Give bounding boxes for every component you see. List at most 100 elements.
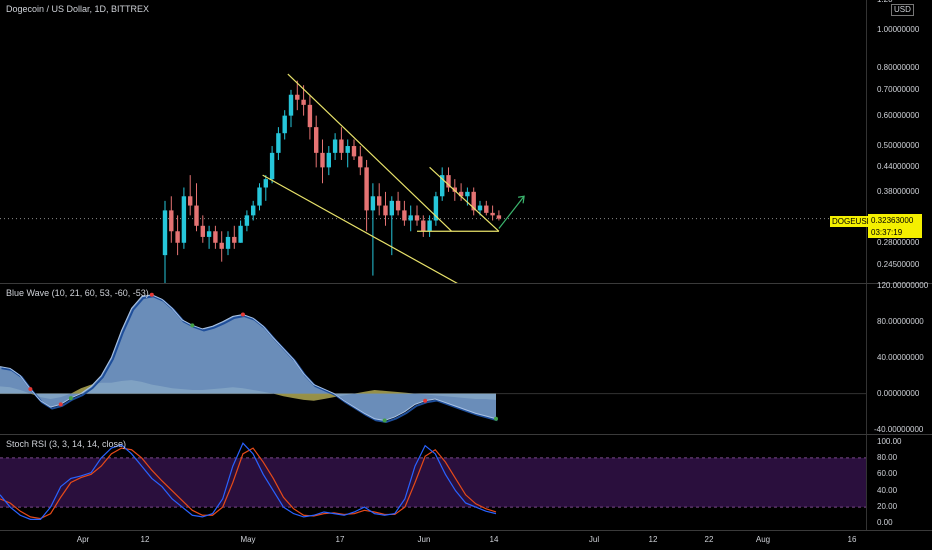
candle-body — [358, 156, 363, 168]
candle-body — [295, 94, 300, 100]
candle-body — [225, 236, 231, 249]
candle-body — [162, 210, 168, 256]
price-axis-label: 0.24500000 — [877, 260, 920, 270]
candle-body — [251, 205, 256, 216]
stoch-rsi-pane[interactable]: Stoch RSI (3, 3, 14, 14, close) — [0, 435, 866, 530]
time-axis-label: 12 — [648, 535, 658, 544]
time-axis-label: Aug — [755, 535, 771, 544]
blue-wave-axis-label: 0.00000000 — [877, 388, 920, 398]
candle-body — [288, 94, 294, 116]
stoch-rsi-axis-label: 100.00 — [877, 436, 902, 446]
time-axis-label: 22 — [704, 535, 714, 544]
signal-dot — [423, 398, 428, 403]
stoch-rsi-axis-label: 40.00 — [877, 485, 898, 495]
candle-body — [169, 210, 174, 232]
candle-countdown: 03:37:19 — [868, 227, 922, 238]
wave-signal-line — [1, 295, 498, 424]
blue-wave-axis-label: 40.00000000 — [877, 352, 924, 362]
candle-body — [433, 196, 439, 221]
trend-line — [429, 166, 500, 232]
candle-body — [339, 139, 344, 153]
projection-arrow-head — [518, 195, 525, 204]
stoch-rsi-axis[interactable]: 100.00 80.00 60.00 40.00 20.00 0.00 — [866, 435, 932, 530]
signal-dot — [28, 387, 33, 392]
stoch-rsi-axis-label: 20.00 — [877, 502, 898, 512]
price-axis[interactable]: 1.20 1.00000000 0.80000000 0.70000000 0.6000… — [866, 0, 932, 283]
candle-body — [402, 210, 407, 221]
price-axis-label: 0.70000000 — [877, 84, 920, 94]
candle-body — [452, 187, 457, 192]
price-axis-label: 0.50000000 — [877, 141, 920, 151]
price-chart[interactable] — [0, 0, 866, 283]
blue-wave-axis-label: 80.00000000 — [877, 316, 924, 326]
time-axis-label: 14 — [489, 535, 499, 544]
blue-wave-chart[interactable] — [0, 284, 866, 434]
candle-body — [383, 205, 388, 216]
blue-wave-axis-label: 120.00000000 — [877, 280, 929, 290]
price-pane[interactable]: Dogecoin / US Dollar, 1D, BITTREX — [0, 0, 866, 283]
signal-dot — [240, 312, 245, 317]
wave-line — [0, 294, 497, 422]
candle-body — [276, 133, 281, 153]
price-axis-label: 0.28000000 — [877, 237, 920, 247]
time-axis-divider — [0, 530, 932, 531]
time-axis-label: May — [240, 535, 256, 544]
stoch-d-line — [0, 447, 497, 520]
time-axis-label: 16 — [847, 535, 857, 544]
blue-wave-pane[interactable]: Blue Wave (10, 21, 60, 53, -60, -53) — [0, 284, 866, 434]
candle-body — [307, 104, 313, 128]
stoch-rsi-chart[interactable] — [0, 435, 866, 530]
price-axis-label: 0.38000000 — [877, 186, 920, 196]
symbol-tag: DOGEUSD — [830, 216, 875, 227]
signal-dot — [149, 292, 154, 297]
candle-body — [320, 152, 325, 168]
signal-dot — [58, 402, 63, 407]
signal-dot — [68, 396, 73, 401]
signal-dot — [190, 323, 195, 328]
candle-body — [269, 152, 275, 180]
candle-body — [458, 191, 464, 197]
time-axis-label: 12 — [140, 535, 150, 544]
last-price-tag: 0.32363000 — [868, 214, 922, 227]
candle-body — [465, 191, 470, 197]
candle-body — [440, 175, 445, 197]
price-axis-label: 0.44000000 — [877, 162, 920, 172]
candle-body — [427, 220, 432, 232]
candle-body — [200, 225, 205, 237]
candle-body — [395, 200, 401, 211]
candle-body — [414, 215, 420, 221]
candle-body — [314, 127, 319, 153]
candle-body — [471, 191, 476, 211]
candle-body — [408, 215, 413, 221]
candle-body — [244, 215, 250, 226]
candle-body — [364, 167, 369, 211]
candle-body — [175, 231, 180, 243]
overbought-oversold-band — [0, 457, 866, 508]
candle-body — [332, 139, 338, 153]
candle-body — [496, 215, 502, 219]
candle-body — [188, 196, 193, 206]
time-axis-label: Jul — [588, 535, 600, 544]
candle-body — [446, 175, 451, 188]
blue-wave-axis[interactable]: 120.00000000 80.00000000 40.00000000 0.0000… — [866, 280, 932, 434]
candle-body — [377, 196, 382, 206]
projection-arrow — [498, 195, 525, 229]
blue-wave-title: Blue Wave (10, 21, 60, 53, -60, -53) — [6, 288, 149, 298]
stoch-rsi-title: Stoch RSI (3, 3, 14, 14, close) — [6, 439, 127, 449]
candle-body — [370, 196, 376, 211]
candle-body — [282, 115, 287, 134]
stoch-rsi-axis-label: 60.00 — [877, 469, 898, 479]
signal-dot — [494, 416, 498, 421]
price-axis-label: 0.60000000 — [877, 110, 920, 120]
time-axis-label: 17 — [335, 535, 345, 544]
candle-body — [477, 205, 483, 211]
price-axis-label: 0.80000000 — [877, 62, 920, 72]
pane-divider[interactable] — [0, 283, 932, 284]
candle-body — [238, 225, 243, 243]
candle-body — [219, 242, 224, 249]
pane-divider[interactable] — [0, 434, 932, 435]
blue-wave-axis-label: -40.00000000 — [874, 424, 924, 434]
time-axis-label: Jun — [417, 535, 431, 544]
candle-body — [490, 212, 495, 216]
currency-badge[interactable]: USD — [891, 4, 914, 16]
